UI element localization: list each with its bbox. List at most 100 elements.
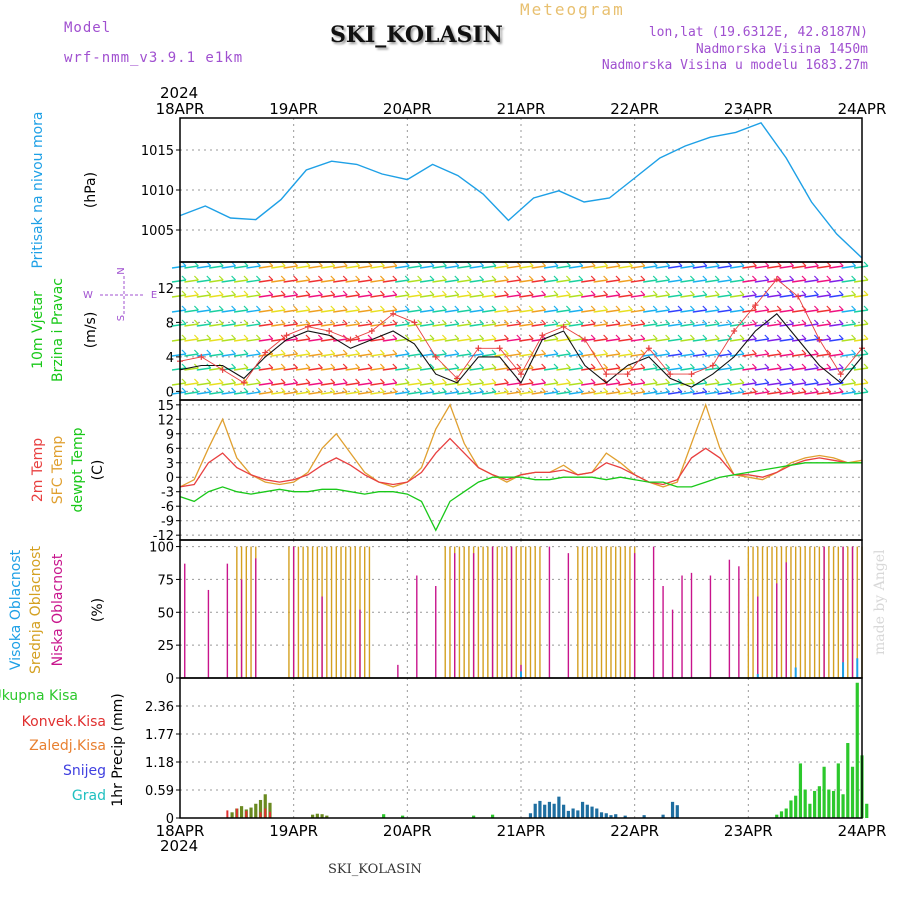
wind-barb — [838, 387, 844, 393]
wind-barb — [268, 305, 274, 311]
wind-barb — [714, 275, 720, 281]
wind-barb — [519, 382, 534, 386]
wind-barb — [742, 382, 757, 386]
wind-barb — [618, 265, 633, 269]
wind-barb — [665, 319, 671, 325]
wind-gust-marker — [667, 371, 674, 378]
pressure-tick-label: 1015 — [141, 144, 174, 159]
wind-barb — [776, 305, 782, 311]
wind-barb — [233, 353, 249, 357]
wind-barb — [317, 378, 323, 384]
wind-barb — [479, 363, 485, 369]
pressure-axis-unit: (hPa) — [83, 172, 99, 208]
wind-barb — [494, 353, 509, 357]
wind-barb — [293, 378, 299, 384]
wind-barb — [479, 290, 485, 296]
wind-barb — [578, 305, 584, 311]
temperature-tick-label: -9 — [161, 515, 174, 530]
wind-barb — [506, 391, 521, 395]
wind-barb — [630, 391, 645, 395]
wind-barb — [727, 349, 733, 355]
footer-station: SKI_KOLASIN — [328, 862, 422, 877]
wind-barb — [181, 305, 187, 311]
wind-barb — [727, 290, 733, 296]
wind-barb — [605, 338, 621, 342]
precip-total-bar — [850, 766, 855, 818]
wind-barb — [305, 378, 311, 384]
wind-barb — [801, 319, 807, 325]
wind-barb — [333, 294, 348, 298]
precip-total-bar — [822, 766, 826, 818]
year-top: 2024 — [160, 84, 199, 102]
wind-barb — [342, 387, 348, 393]
wind-barb — [742, 323, 757, 327]
wind-barb — [826, 378, 832, 384]
altitude-label: Nadmorska Visina 1450m — [695, 42, 868, 57]
wind-barb — [531, 323, 546, 327]
wind-barb — [543, 323, 559, 327]
wind-barb — [630, 294, 645, 298]
wind-barb — [643, 323, 658, 327]
wind-barb — [221, 309, 236, 313]
low-cloud-axis-title: Niska Oblacnost — [50, 553, 66, 666]
wind-barb — [444, 265, 459, 269]
wind-barb — [680, 391, 695, 395]
wind-barb — [568, 338, 583, 342]
wind-barb — [342, 290, 348, 296]
wind-barb — [209, 338, 224, 342]
wind-barb — [767, 353, 782, 357]
wind-barb — [739, 363, 745, 369]
wind-barb — [469, 367, 484, 371]
wind-barb — [466, 387, 472, 393]
wind-barb — [754, 367, 769, 371]
wind-barb — [665, 334, 671, 340]
wind-barb — [767, 382, 782, 386]
wind-barb — [367, 305, 373, 311]
precip-legend-entry: Grad — [72, 788, 106, 804]
wind-barb — [295, 338, 311, 342]
wind-barb — [593, 279, 608, 283]
wind-barb — [680, 294, 695, 298]
wind-barb — [630, 279, 645, 283]
wind-barb — [804, 279, 819, 283]
wind-barb — [342, 349, 348, 355]
wind-barb — [231, 305, 237, 311]
wind-barb — [479, 387, 485, 393]
wind-barb — [627, 319, 633, 325]
precip-total-bar — [400, 815, 405, 818]
wind-barb — [764, 334, 770, 340]
year-bottom: 2024 — [160, 837, 199, 855]
wind-barb — [581, 338, 596, 342]
wind-barb — [603, 334, 609, 340]
wind-barb — [652, 334, 658, 340]
wind-barb — [590, 334, 596, 340]
wind-barb — [491, 387, 497, 393]
wind-barb — [813, 334, 819, 340]
wind-barb — [779, 338, 794, 342]
wind-barb — [813, 349, 819, 355]
wind-barb — [293, 305, 299, 311]
wind-barb — [506, 265, 521, 269]
wind-barb — [503, 378, 509, 384]
wind-barb — [605, 323, 621, 327]
precip-tick-label: 1.77 — [145, 728, 174, 743]
wind-gust-marker — [432, 353, 439, 360]
wind-barb — [565, 290, 571, 296]
wind-axis-title2: Brzina i Pravac — [50, 278, 66, 382]
wind-barb — [652, 305, 658, 311]
precip-total-bar — [595, 808, 599, 818]
wind-barb — [568, 323, 583, 327]
wind-barb — [494, 265, 509, 269]
wind-barb — [491, 305, 497, 311]
wind-barb — [280, 319, 286, 325]
wind-barb — [717, 323, 732, 327]
wind-barb — [432, 391, 447, 395]
wind-barb — [605, 279, 621, 283]
wind-barb — [457, 391, 472, 395]
wind-barb — [357, 294, 373, 298]
wind-barb — [506, 309, 521, 313]
wind-barb — [293, 349, 299, 355]
wind-barb — [618, 353, 633, 357]
wind-barb — [258, 391, 273, 395]
precip-total-bar — [543, 804, 547, 818]
